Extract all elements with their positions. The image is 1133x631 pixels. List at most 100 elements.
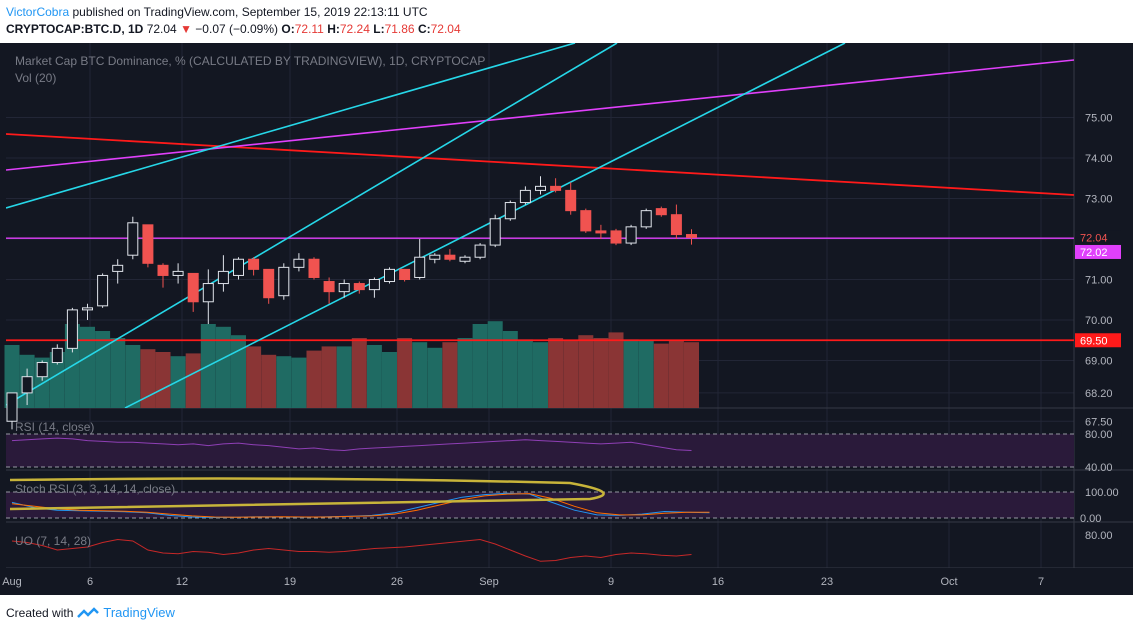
candle-body <box>504 202 516 220</box>
candle-body <box>278 266 290 297</box>
high-label: H: <box>327 22 340 36</box>
candle-body <box>172 270 184 276</box>
candle-body <box>384 268 395 283</box>
candle-body <box>459 256 471 262</box>
volume-bar <box>517 339 533 408</box>
volume-bar <box>472 324 488 408</box>
uo-tick-label: 80.00 <box>1085 530 1113 542</box>
candle-body <box>368 279 380 291</box>
candle-body <box>610 230 622 244</box>
x-tick-label: 12 <box>176 576 188 588</box>
published-text: published on TradingView.com, September … <box>72 5 428 19</box>
candle-body <box>217 270 229 285</box>
tradingview-logo-icon <box>77 606 100 618</box>
y-tick-label: 68.20 <box>1085 388 1113 400</box>
volume-bar <box>110 338 126 408</box>
quote-line: CRYPTOCAP:BTC.D, 1D 72.04 ▼ −0.07 (−0.09… <box>6 21 461 38</box>
volume-bar <box>593 338 609 408</box>
candle-body <box>263 268 275 299</box>
y-tick-label: 73.00 <box>1085 194 1113 206</box>
author-link[interactable]: VictorCobra <box>6 5 70 19</box>
volume-bar <box>261 354 277 408</box>
candle-body <box>66 309 78 349</box>
volume-bar <box>351 338 367 408</box>
volume-bar <box>397 338 413 408</box>
volume-bar <box>246 346 262 408</box>
candles <box>6 176 697 430</box>
close-value: 72.04 <box>430 22 461 36</box>
volume-bar <box>457 338 473 408</box>
uo-legend: UO (7, 14, 28) <box>15 534 91 548</box>
created-with-text: Created with <box>6 605 74 620</box>
candle-body <box>6 392 18 422</box>
candle-body <box>640 210 652 228</box>
chart-canvas[interactable]: 75.0074.0073.0072.0071.0070.0069.0068.20… <box>0 43 1133 595</box>
candle-body <box>127 222 139 256</box>
candle-body <box>187 272 199 303</box>
candle-body <box>686 234 697 238</box>
volume-bars <box>4 321 699 408</box>
x-tick-label: 19 <box>284 576 296 588</box>
axes: 75.0074.0073.0072.0071.0070.0069.0068.20… <box>0 113 1133 595</box>
volume-bar <box>215 326 231 408</box>
red-price-tag: 69.50 <box>1080 335 1108 347</box>
symbol-label: CRYPTOCAP:BTC.D, 1D <box>6 22 144 36</box>
cyan-channel-upper <box>6 43 576 209</box>
grid <box>6 43 1133 569</box>
candle-body <box>36 362 48 378</box>
volume-bar <box>306 350 322 408</box>
x-tick-label: Aug <box>2 576 22 588</box>
rsi-legend: RSI (14, close) <box>15 420 94 434</box>
magenta-price-tag: 72.02 <box>1080 247 1108 259</box>
tradingview-brand[interactable]: TradingView <box>103 605 175 620</box>
magenta-ascending-trendline <box>6 59 1074 171</box>
rsi-band <box>6 434 1074 467</box>
drawing-lines[interactable] <box>6 43 1074 408</box>
high-value: 72.24 <box>339 22 370 36</box>
volume-legend: Vol (20) <box>15 71 56 85</box>
stoch-legend: Stoch RSI (3, 3, 14, 14, close) <box>15 482 175 496</box>
candle-body <box>112 264 124 272</box>
candle-body <box>308 258 320 278</box>
candle-body <box>580 210 592 232</box>
price-change: −0.07 (−0.09%) <box>195 22 279 36</box>
volume-bar <box>276 356 292 408</box>
last-price: 72.04 <box>146 22 177 36</box>
candle-body <box>353 283 365 291</box>
open-value: 72.11 <box>294 22 324 36</box>
chart-header: VictorCobra published on TradingView.com… <box>6 4 461 38</box>
volume-bar <box>608 332 624 408</box>
candle-body <box>489 218 501 246</box>
candle-body <box>414 256 426 278</box>
candle-body <box>670 214 682 236</box>
volume-bar <box>638 340 654 408</box>
main-legend: Market Cap BTC Dominance, % (CALCULATED … <box>15 54 485 68</box>
y-tick-label: 75.00 <box>1085 113 1113 125</box>
x-tick-label: 23 <box>821 576 833 588</box>
volume-bar <box>231 335 246 408</box>
rsi-tick-label: 40.00 <box>1085 462 1113 474</box>
volume-bar <box>668 340 684 408</box>
candle-body <box>595 230 607 234</box>
candle-body <box>233 258 244 276</box>
y-tick-label: 69.00 <box>1085 356 1113 368</box>
volume-bar <box>623 339 639 408</box>
volume-bar <box>155 352 171 408</box>
x-tick-label: 26 <box>391 576 403 588</box>
low-value: 71.86 <box>384 22 415 36</box>
candle-body <box>399 268 411 280</box>
y-tick-label: 74.00 <box>1085 153 1113 165</box>
volume-bar <box>140 349 156 408</box>
candle-body <box>550 185 562 191</box>
low-label: L: <box>373 22 385 36</box>
volume-bar <box>382 352 397 408</box>
volume-bar <box>427 347 443 408</box>
red-price-tag-bg <box>1075 333 1121 348</box>
x-tick-label: Sep <box>479 576 499 588</box>
volume-bar <box>502 331 518 408</box>
volume-bar <box>578 335 594 408</box>
cyan-channel-lower <box>124 43 846 408</box>
candle-body <box>142 224 154 264</box>
candle-body <box>248 258 260 270</box>
candle-body <box>157 264 169 276</box>
